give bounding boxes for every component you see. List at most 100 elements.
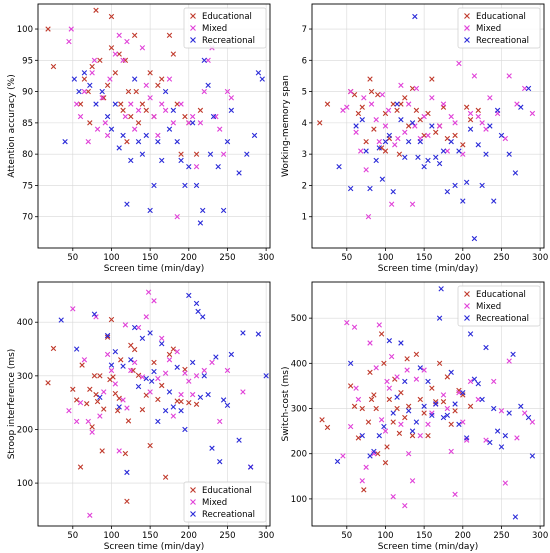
data-point-educational-18	[110, 374, 116, 380]
data-point-recreational-29	[195, 308, 201, 315]
data-point-educational-12	[382, 148, 389, 154]
data-point-mixed-43	[506, 73, 512, 79]
data-point-mixed-34	[456, 390, 462, 396]
data-point-recreational-12	[394, 101, 400, 107]
data-point-recreational-3	[359, 117, 365, 123]
data-point-recreational-5	[93, 101, 99, 107]
data-point-recreational-22	[429, 123, 435, 129]
data-point-mixed-2	[347, 423, 354, 430]
data-point-recreational-43	[518, 104, 524, 110]
data-point-educational-29	[135, 372, 142, 378]
data-point-recreational-42	[512, 170, 519, 176]
data-point-educational-16	[384, 444, 390, 450]
data-point-educational-14	[101, 406, 107, 412]
legend: Educational Mixed Recreational	[457, 7, 541, 49]
data-point-educational-18	[398, 101, 404, 107]
data-point-recreational-3	[367, 453, 373, 459]
data-point-recreational-38	[502, 432, 509, 439]
data-point-mixed-0	[66, 38, 72, 45]
data-point-educational-32	[174, 101, 180, 107]
data-point-mixed-33	[452, 491, 458, 498]
data-point-recreational-35	[491, 405, 497, 412]
data-point-recreational-24	[170, 107, 177, 114]
data-point-educational-10	[93, 391, 99, 398]
y-tick-label-0: 100	[17, 479, 33, 489]
data-point-mixed-1	[344, 104, 350, 110]
data-point-recreational-14	[413, 419, 420, 425]
data-point-educational-13	[378, 331, 385, 337]
data-point-recreational-18	[147, 207, 153, 214]
legend: Educational Mixed Recreational	[183, 481, 267, 523]
data-point-educational-5	[87, 120, 93, 126]
data-point-educational-0	[45, 26, 51, 32]
data-point-mixed-10	[373, 365, 379, 371]
data-point-mixed-2	[347, 88, 354, 95]
data-point-recreational-30	[460, 198, 466, 204]
data-point-educational-19	[112, 390, 119, 397]
data-point-educational-2	[77, 101, 84, 107]
data-point-recreational-3	[97, 394, 103, 400]
data-point-mixed-4	[358, 148, 364, 154]
data-point-recreational-15	[135, 138, 142, 145]
data-point-recreational-34	[209, 445, 215, 451]
data-point-mixed-20	[135, 107, 142, 114]
data-point-recreational-33	[201, 57, 207, 63]
data-point-educational-11	[373, 405, 379, 412]
data-point-mixed-11	[376, 322, 382, 328]
x-tick-label-4: 250	[493, 253, 509, 263]
data-point-educational-36	[448, 421, 454, 428]
data-point-recreational-13	[139, 335, 146, 341]
data-point-educational-32	[433, 399, 439, 405]
x-tick-label-3: 200	[455, 253, 471, 263]
data-point-mixed-12	[107, 76, 113, 82]
data-point-recreational-11	[120, 132, 126, 139]
data-point-mixed-45	[521, 410, 528, 416]
data-point-recreational-8	[390, 410, 396, 416]
data-point-mixed-10	[101, 389, 107, 395]
data-point-recreational-21	[159, 157, 165, 164]
data-point-mixed-31	[178, 101, 184, 107]
data-point-mixed-19	[405, 101, 412, 107]
data-point-mixed-17	[124, 405, 130, 411]
data-point-mixed-43	[228, 95, 235, 101]
plot-frame	[311, 281, 545, 527]
legend-box	[183, 7, 267, 49]
data-point-recreational-37	[220, 397, 227, 403]
data-point-recreational-40	[498, 132, 505, 139]
data-point-mixed-34	[186, 378, 192, 384]
data-point-educational-13	[112, 70, 119, 76]
data-point-recreational-15	[417, 365, 423, 371]
data-point-mixed-5	[355, 396, 362, 403]
data-point-educational-5	[79, 362, 85, 368]
data-point-educational-19	[125, 88, 132, 95]
data-point-mixed-28	[440, 101, 447, 107]
legend-marker-educational	[464, 13, 470, 19]
data-point-educational-33	[151, 359, 157, 366]
y-tick-label-5: 6	[302, 56, 307, 66]
data-point-educational-1	[324, 101, 331, 107]
data-point-educational-37	[166, 351, 173, 358]
data-point-recreational-14	[143, 375, 149, 382]
data-point-mixed-24	[421, 113, 427, 120]
data-point-mixed-17	[124, 38, 130, 45]
data-point-recreational-20	[155, 138, 161, 145]
data-point-recreational-11	[402, 378, 408, 385]
data-point-mixed-28	[162, 370, 169, 376]
data-point-recreational-17	[151, 368, 157, 375]
data-point-mixed-32	[456, 60, 462, 67]
data-point-educational-6	[84, 401, 90, 407]
data-point-educational-35	[444, 374, 451, 380]
data-point-recreational-2	[353, 123, 359, 129]
data-point-mixed-21	[412, 123, 418, 129]
data-point-educational-16	[394, 107, 400, 114]
data-point-recreational-33	[483, 344, 489, 351]
x-tick-label-1: 100	[103, 253, 119, 263]
data-point-mixed-15	[386, 385, 393, 391]
data-point-recreational-14	[402, 154, 408, 160]
data-point-mixed-38	[479, 120, 485, 126]
data-point-educational-9	[368, 396, 375, 403]
data-point-mixed-9	[371, 451, 377, 457]
data-point-educational-21	[116, 395, 122, 402]
data-point-mixed-5	[361, 95, 367, 101]
data-point-recreational-28	[193, 300, 200, 307]
